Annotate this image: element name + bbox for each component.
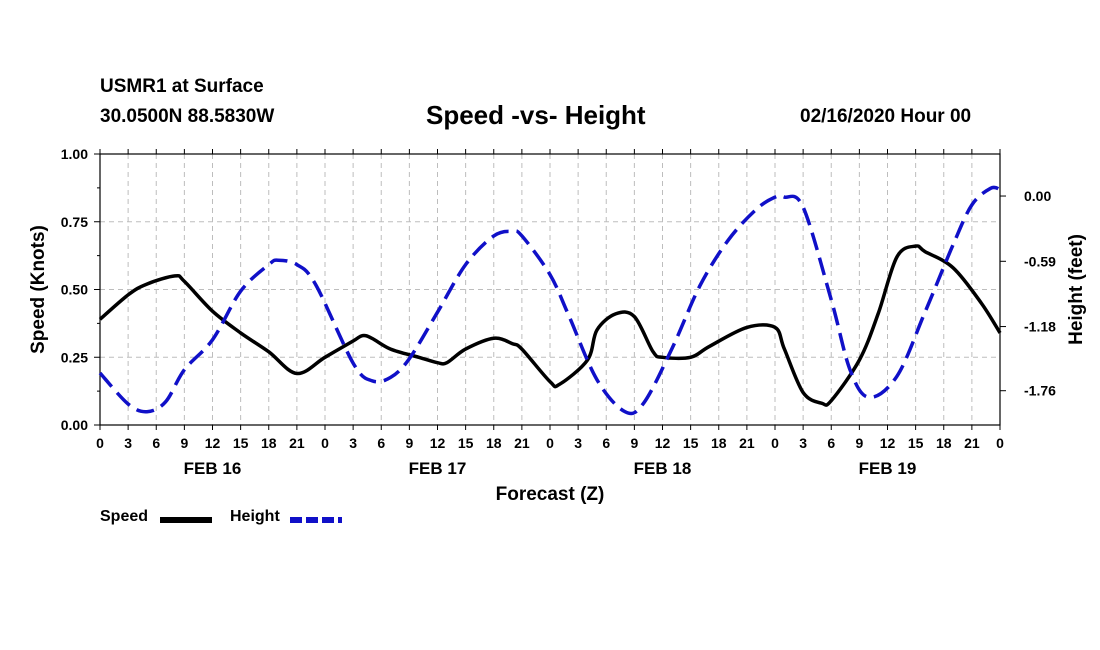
chart-title: Speed -vs- Height <box>426 100 646 130</box>
y-right-tick-label: -1.76 <box>1024 383 1056 399</box>
y-left-tick-label: 0.50 <box>61 282 88 298</box>
y-right-tick-label: -0.59 <box>1024 253 1056 269</box>
x-tick-label: 18 <box>261 435 277 451</box>
x-tick-label: 15 <box>683 435 699 451</box>
y-left-tick-label: 1.00 <box>61 146 88 162</box>
x-tick-label: 15 <box>458 435 474 451</box>
x-tick-label: 21 <box>964 435 980 451</box>
x-tick-label: 12 <box>655 435 671 451</box>
x-tick-label: 3 <box>574 435 582 451</box>
x-tick-label: 0 <box>96 435 104 451</box>
y-right-tick-label: 0.00 <box>1024 188 1051 204</box>
x-tick-label: 0 <box>546 435 554 451</box>
x-tick-label: 15 <box>908 435 924 451</box>
x-axis-title: Forecast (Z) <box>496 484 605 505</box>
x-tick-label: 3 <box>349 435 357 451</box>
day-label: FEB 17 <box>409 459 467 478</box>
x-tick-label: 12 <box>880 435 896 451</box>
x-tick-label: 3 <box>124 435 132 451</box>
x-tick-label: 21 <box>514 435 530 451</box>
x-tick-label: 21 <box>289 435 305 451</box>
x-tick-label: 12 <box>430 435 446 451</box>
station-title: USMR1 at Surface <box>100 76 264 97</box>
legend-speed-label: Speed <box>100 508 149 525</box>
x-tick-label: 0 <box>771 435 779 451</box>
x-tick-label: 6 <box>827 435 835 451</box>
legend-height-label: Height <box>230 508 280 525</box>
y-left-tick-label: 0.25 <box>61 349 88 365</box>
x-tick-label: 21 <box>739 435 755 451</box>
x-tick-label: 18 <box>486 435 502 451</box>
y-left-axis-title: Speed (Knots) <box>28 225 49 354</box>
day-label: FEB 18 <box>634 459 692 478</box>
x-tick-label: 0 <box>996 435 1004 451</box>
y-right-axis-title: Height (feet) <box>1066 234 1087 345</box>
x-tick-label: 6 <box>602 435 610 451</box>
day-label: FEB 16 <box>184 459 242 478</box>
x-tick-label: 9 <box>630 435 638 451</box>
station-coordinates: 30.0500N 88.5830W <box>100 106 275 127</box>
x-tick-label: 15 <box>233 435 249 451</box>
plot-frame <box>99 153 1001 426</box>
day-label: FEB 19 <box>859 459 917 478</box>
x-tick-label: 6 <box>377 435 385 451</box>
series-line-height <box>98 185 1001 416</box>
x-tick-label: 0 <box>321 435 329 451</box>
x-tick-label: 9 <box>180 435 188 451</box>
x-tick-label: 3 <box>799 435 807 451</box>
x-tick-label: 6 <box>152 435 160 451</box>
x-tick-label: 18 <box>711 435 727 451</box>
x-tick-label: 18 <box>936 435 952 451</box>
y-right-tick-label: -1.18 <box>1024 319 1056 335</box>
x-tick-label: 9 <box>405 435 413 451</box>
y-left-tick-label: 0.00 <box>61 417 88 433</box>
y-left-tick-label: 0.75 <box>61 214 88 230</box>
x-tick-label: 12 <box>205 435 221 451</box>
forecast-date: 02/16/2020 Hour 00 <box>800 106 972 127</box>
x-tick-label: 9 <box>855 435 863 451</box>
